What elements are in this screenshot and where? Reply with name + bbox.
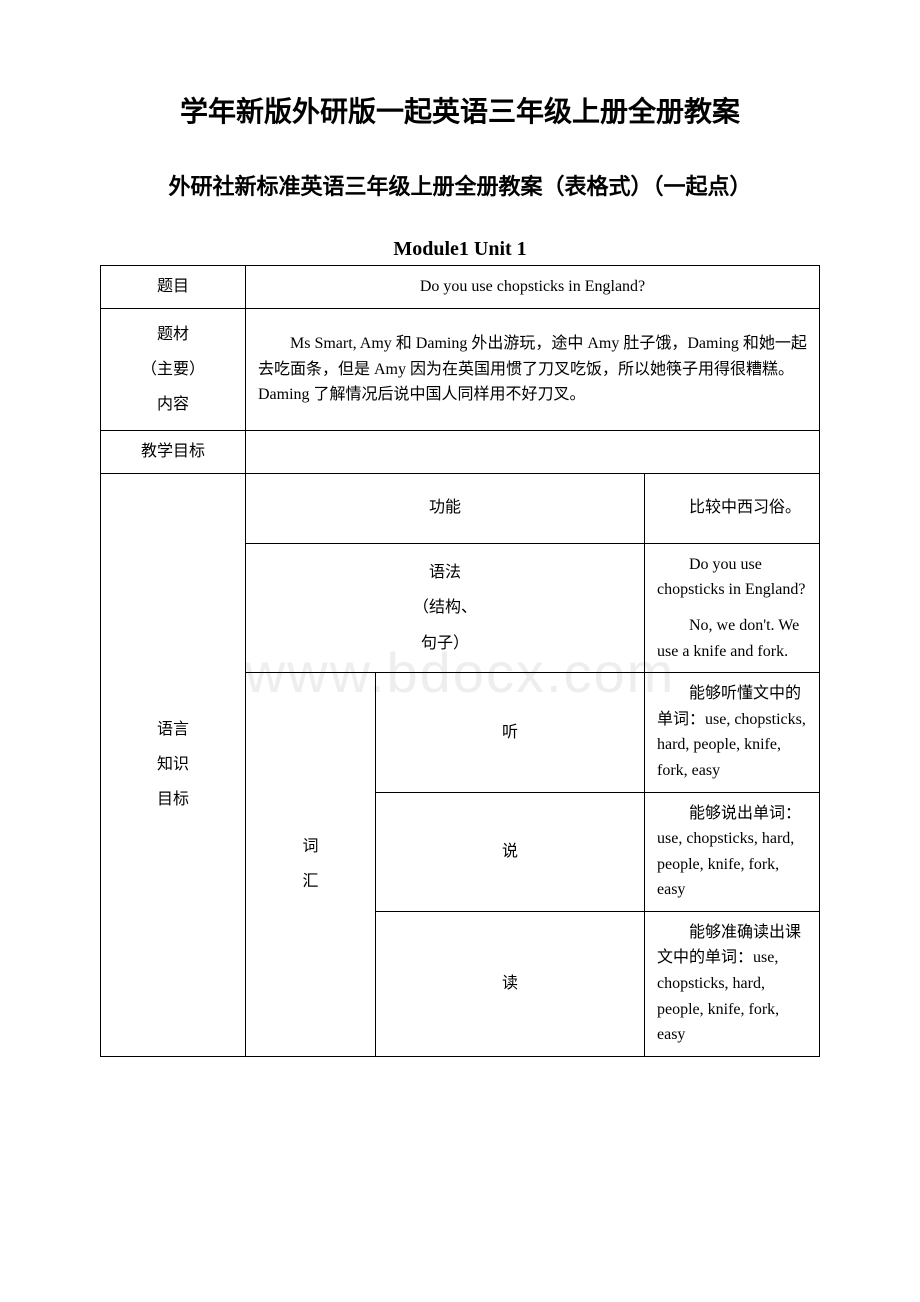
material-label-line: 内容 (113, 387, 233, 422)
speak-label: 说 (376, 792, 645, 911)
teaching-goal-empty (246, 431, 820, 474)
topic-label: 题目 (101, 266, 246, 309)
document-content: 学年新版外研版一起英语三年级上册全册教案 外研社新标准英语三年级上册全册教案（表… (100, 90, 820, 1057)
material-label: 题材 （主要） 内容 (101, 308, 246, 431)
material-label-line: （主要） (113, 352, 233, 387)
table-row: 语言 知识 目标 功能 比较中西习俗。 (101, 473, 820, 543)
vocabulary-label: 词 汇 (246, 673, 376, 1057)
read-label: 读 (376, 911, 645, 1056)
table-row: 题材 （主要） 内容 Ms Smart, Amy 和 Daming 外出游玩，途… (101, 308, 820, 431)
listen-label: 听 (376, 673, 645, 792)
sub-title: 外研社新标准英语三年级上册全册教案（表格式）（一起点） (100, 170, 820, 203)
lesson-plan-table: 题目 Do you use chopsticks in England? 题材 … (100, 265, 820, 1057)
lang-label-line: 知识 (113, 747, 233, 782)
material-value: Ms Smart, Amy 和 Daming 外出游玩，途中 Amy 肚子饿，D… (246, 308, 820, 431)
grammar-label-line: 语法 (258, 555, 632, 590)
lang-knowledge-label: 语言 知识 目标 (101, 473, 246, 1056)
lang-label-line: 目标 (113, 782, 233, 817)
function-value: 比较中西习俗。 (645, 473, 820, 543)
grammar-label-line: （结构、 (258, 590, 632, 625)
table-row: 教学目标 (101, 431, 820, 474)
table-row: 题目 Do you use chopsticks in England? (101, 266, 820, 309)
speak-value: 能够说出单词：use, chopsticks, hard, people, kn… (645, 792, 820, 911)
teaching-goal-label: 教学目标 (101, 431, 246, 474)
topic-value: Do you use chopsticks in England? (246, 266, 820, 309)
listen-value: 能够听懂文中的单词：use, chopsticks, hard, people,… (645, 673, 820, 792)
vocab-label-line: 词 (258, 829, 363, 864)
grammar-value-line: No, we don't. We use a knife and fork. (657, 613, 807, 664)
function-label: 功能 (246, 473, 645, 543)
grammar-value: Do you use chopsticks in England? No, we… (645, 543, 820, 672)
module-title: Module1 Unit 1 (100, 238, 820, 261)
grammar-label-line: 句子） (258, 626, 632, 661)
lang-label-line: 语言 (113, 712, 233, 747)
grammar-value-line: Do you use chopsticks in England? (657, 552, 807, 603)
read-value: 能够准确读出课文中的单词：use, chopsticks, hard, peop… (645, 911, 820, 1056)
main-title: 学年新版外研版一起英语三年级上册全册教案 (100, 90, 820, 130)
vocab-label-line: 汇 (258, 864, 363, 899)
grammar-label: 语法 （结构、 句子） (246, 543, 645, 672)
material-label-line: 题材 (113, 317, 233, 352)
